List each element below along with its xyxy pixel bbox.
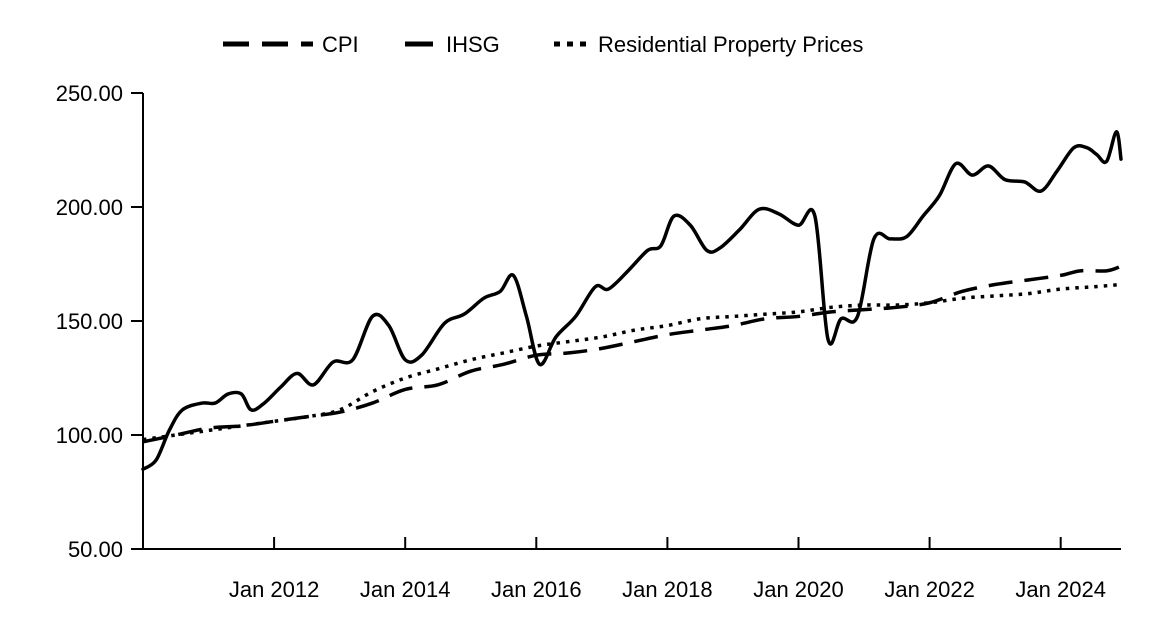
- x-tick-label: Jan 2016: [491, 577, 582, 602]
- legend-label: CPI: [322, 32, 359, 57]
- y-tick-label: 50.00: [68, 537, 123, 562]
- x-tick-label: Jan 2022: [884, 577, 975, 602]
- series-line-cpi: [142, 264, 1122, 444]
- y-tick-label: 250.00: [56, 81, 123, 106]
- y-tick-label: 200.00: [56, 195, 123, 220]
- x-tick-label: Jan 2024: [1015, 577, 1106, 602]
- legend-label: IHSG: [446, 32, 500, 57]
- series-line-residential-property-prices: [142, 282, 1122, 442]
- series-line-ihsg: [141, 130, 1123, 471]
- legend: CPI IHSG Residential Property Prices: [223, 32, 863, 57]
- x-tick-label: Jan 2012: [229, 577, 320, 602]
- y-tick-label: 150.00: [56, 309, 123, 334]
- x-tick-label: Jan 2020: [753, 577, 844, 602]
- axes: [142, 93, 1121, 550]
- x-tick-label: Jan 2018: [622, 577, 713, 602]
- x-axis-ticks: Jan 2012 Jan 2014 Jan 2016 Jan 2018 Jan 2020…: [229, 537, 1106, 602]
- legend-label: Residential Property Prices: [598, 32, 863, 57]
- x-tick-label: Jan 2014: [360, 577, 451, 602]
- series-layer: [141, 130, 1123, 471]
- y-axis-ticks: 50.00 100.00 150.00 200.00 250.00: [56, 81, 143, 562]
- y-tick-label: 100.00: [56, 423, 123, 448]
